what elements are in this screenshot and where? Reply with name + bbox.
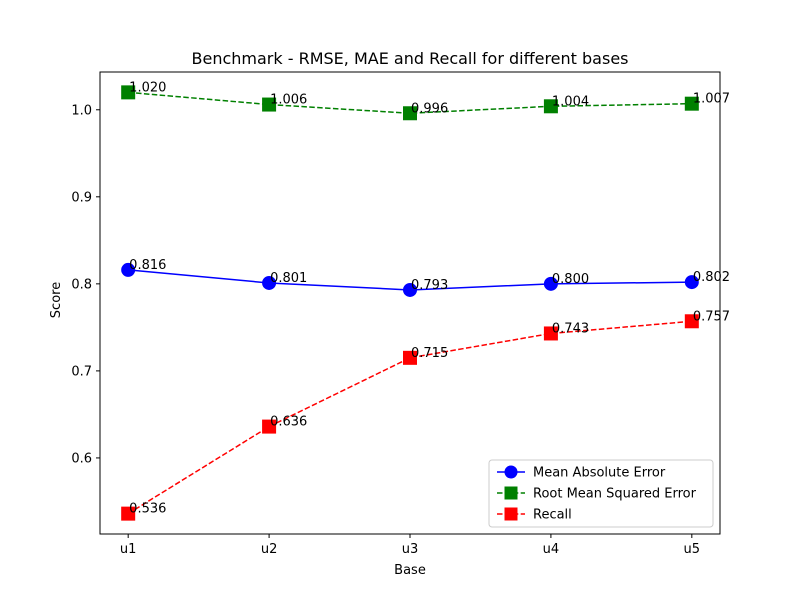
axes: u1 u2 u3 u4 u5 0.6 0.7 0.8 0.9 1.0 — [71, 71, 721, 557]
legend-marker — [504, 486, 518, 500]
data-point — [262, 419, 277, 434]
chart-title: Benchmark - RMSE, MAE and Recall for dif… — [192, 49, 629, 68]
data-point — [121, 506, 136, 521]
data-point — [403, 106, 417, 121]
x-tick-label: u2 — [261, 542, 278, 557]
x-axis-label: Base — [394, 563, 426, 578]
legend-label: Mean Absolute Error — [533, 466, 666, 481]
legend-marker — [504, 507, 518, 521]
x-tick-label: u5 — [684, 542, 701, 557]
legend-marker — [504, 465, 518, 479]
plot-area: 0.816 0.801 0.793 0.800 0.802 1.020 1.006 0.996… — [121, 80, 730, 521]
y-axis-label: Score — [49, 282, 64, 318]
data-label: 0.801 — [270, 271, 307, 286]
data-point — [262, 97, 277, 112]
y-tick-label: 1.0 — [71, 103, 92, 118]
data-label: 0.816 — [129, 258, 166, 273]
data-label: 0.800 — [552, 272, 589, 287]
data-point — [403, 350, 417, 365]
data-label: 0.743 — [552, 321, 589, 336]
legend-box — [488, 459, 714, 528]
data-label: 0.536 — [129, 502, 166, 517]
data-label: 1.020 — [129, 80, 166, 95]
series-line-2 — [128, 91, 692, 115]
data-label: 1.004 — [552, 94, 589, 109]
data-label: 1.006 — [270, 93, 307, 108]
data-point — [403, 282, 417, 297]
x-tick-label: u4 — [543, 542, 560, 557]
y-tick-label: 0.7 — [71, 364, 92, 379]
data-point — [684, 275, 699, 290]
data-point — [121, 262, 136, 277]
legend-label: Recall — [533, 508, 572, 523]
data-label: 0.996 — [411, 101, 448, 116]
y-tick-label: 0.8 — [71, 277, 92, 292]
data-label: 0.802 — [693, 270, 730, 285]
data-label: 1.007 — [693, 92, 730, 107]
data-point — [543, 276, 558, 291]
legend: Mean Absolute Error Root Mean Squared Err… — [488, 459, 714, 528]
y-tick-label: 0.9 — [71, 190, 92, 205]
data-point — [684, 314, 699, 329]
data-point — [684, 96, 699, 111]
data-point — [543, 326, 558, 341]
data-point — [543, 99, 558, 114]
data-label: 0.757 — [693, 309, 730, 324]
data-point — [121, 85, 136, 100]
x-tick-label: u1 — [120, 542, 137, 557]
data-label: 0.636 — [270, 415, 307, 430]
data-label: 0.715 — [411, 346, 448, 361]
data-point — [262, 275, 277, 290]
y-tick-label: 0.6 — [71, 451, 92, 466]
legend-label: Root Mean Squared Error — [533, 487, 697, 502]
x-tick-label: u3 — [402, 542, 419, 557]
data-label: 0.793 — [411, 278, 448, 293]
